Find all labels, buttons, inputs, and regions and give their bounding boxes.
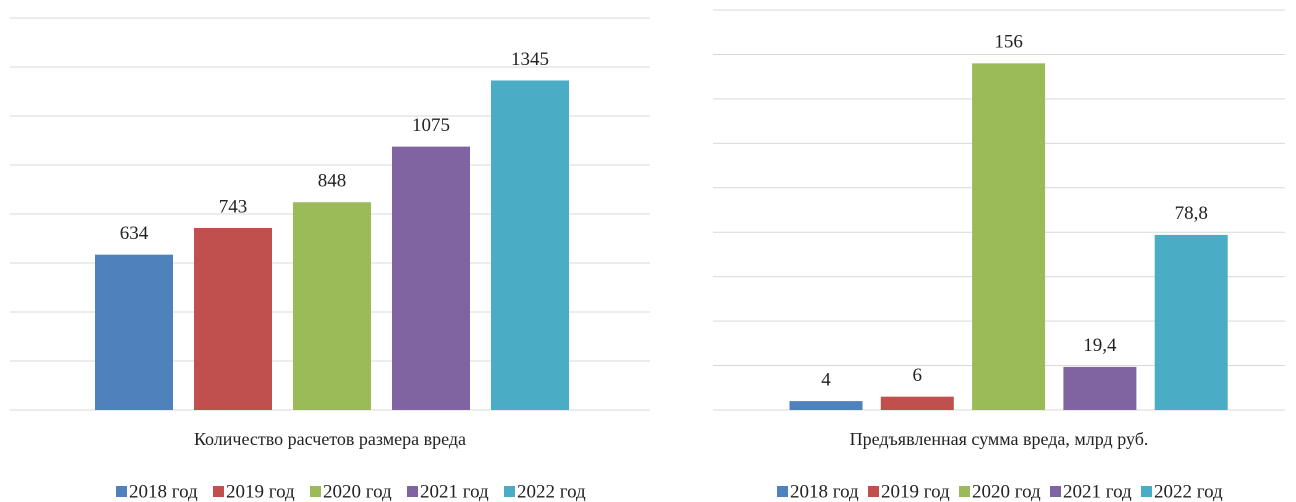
data-label: 156 <box>994 32 1023 53</box>
bar <box>293 202 371 410</box>
data-label: 848 <box>318 171 347 192</box>
bar <box>194 227 272 410</box>
legend-label: 2018 год <box>129 481 198 502</box>
data-label: 19,4 <box>1083 335 1117 356</box>
data-label: 78,8 <box>1175 203 1208 224</box>
data-label: 634 <box>120 223 149 244</box>
legend-label: 2018 год <box>790 481 859 502</box>
bar <box>880 396 954 410</box>
legend-label: 2021 год <box>1063 481 1132 502</box>
legend-swatch <box>116 486 127 497</box>
data-label: 743 <box>219 196 248 217</box>
bar <box>95 254 173 410</box>
legend-swatch <box>868 486 879 497</box>
legend-label: 2020 год <box>323 481 392 502</box>
legend-label: 2021 год <box>420 481 489 502</box>
legend-swatch <box>504 486 515 497</box>
legend-label: 2022 год <box>517 481 586 502</box>
legend-label: 2020 год <box>972 481 1041 502</box>
data-label: 1075 <box>412 115 450 136</box>
legend-label: 2019 год <box>226 481 295 502</box>
legend-swatch <box>777 486 788 497</box>
legend-swatch <box>407 486 418 497</box>
legend-swatch <box>959 486 970 497</box>
legend-swatch <box>1141 486 1152 497</box>
legend-swatch <box>310 486 321 497</box>
bar <box>491 80 569 410</box>
legend-label: 2022 год <box>1154 481 1223 502</box>
chart-title: Предъявленная сумма вреда, млрд руб. <box>850 429 1149 449</box>
data-label: 4 <box>821 369 831 390</box>
data-label: 1345 <box>511 49 549 70</box>
bar <box>1154 234 1228 410</box>
bar <box>789 401 863 410</box>
bar <box>392 146 470 410</box>
chart-title: Количество расчетов размера вреда <box>194 429 466 449</box>
bar <box>972 63 1046 410</box>
data-label: 6 <box>913 365 923 386</box>
legend-swatch <box>1050 486 1061 497</box>
legend-label: 2019 год <box>881 481 950 502</box>
legend-swatch <box>213 486 224 497</box>
bar <box>1063 366 1137 410</box>
